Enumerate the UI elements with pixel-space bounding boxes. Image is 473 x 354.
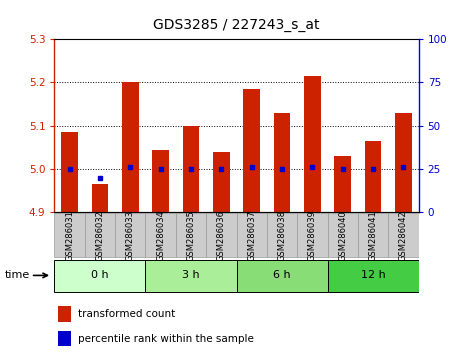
Bar [327,260,419,292]
Bar [54,260,146,292]
Text: 12 h: 12 h [361,270,385,280]
Bar [365,141,381,212]
Text: GSM286037: GSM286037 [247,210,256,261]
Text: GSM286035: GSM286035 [186,210,195,261]
Text: percentile rank within the sample: percentile rank within the sample [79,333,254,344]
Bar [358,213,388,257]
Text: GSM286041: GSM286041 [368,210,377,261]
Text: GDS3285 / 227243_s_at: GDS3285 / 227243_s_at [153,18,320,32]
Text: GSM286034: GSM286034 [156,210,165,261]
Bar [236,213,267,257]
Bar [395,113,412,212]
Text: GSM286038: GSM286038 [278,210,287,261]
Bar [267,213,297,257]
Text: GSM286031: GSM286031 [65,210,74,261]
Bar [236,260,327,292]
Bar [304,76,321,212]
Bar [213,152,230,212]
Bar [145,260,236,292]
Bar [145,213,176,257]
Text: GSM286040: GSM286040 [338,210,347,261]
Text: transformed count: transformed count [79,309,175,319]
Bar [388,213,419,257]
Bar [85,213,115,257]
Bar [122,82,139,212]
Text: 3 h: 3 h [182,270,200,280]
Text: 0 h: 0 h [91,270,109,280]
Bar [61,132,78,212]
Text: GSM286039: GSM286039 [308,210,317,261]
Bar [115,213,146,257]
Text: GSM286032: GSM286032 [96,210,105,261]
Bar [243,89,260,212]
Text: GSM286036: GSM286036 [217,210,226,261]
Bar [176,213,206,257]
Bar [152,149,169,212]
Bar [58,306,71,322]
Bar [206,213,236,257]
Text: 6 h: 6 h [273,270,291,280]
Bar [58,331,71,347]
Text: GSM286042: GSM286042 [399,210,408,261]
Bar [334,156,351,212]
Bar [327,213,358,257]
Text: GSM286033: GSM286033 [126,210,135,261]
Bar [54,213,85,257]
Bar [183,126,199,212]
Bar [92,184,108,212]
Bar [274,113,290,212]
Text: time: time [5,270,30,280]
Bar [297,213,327,257]
